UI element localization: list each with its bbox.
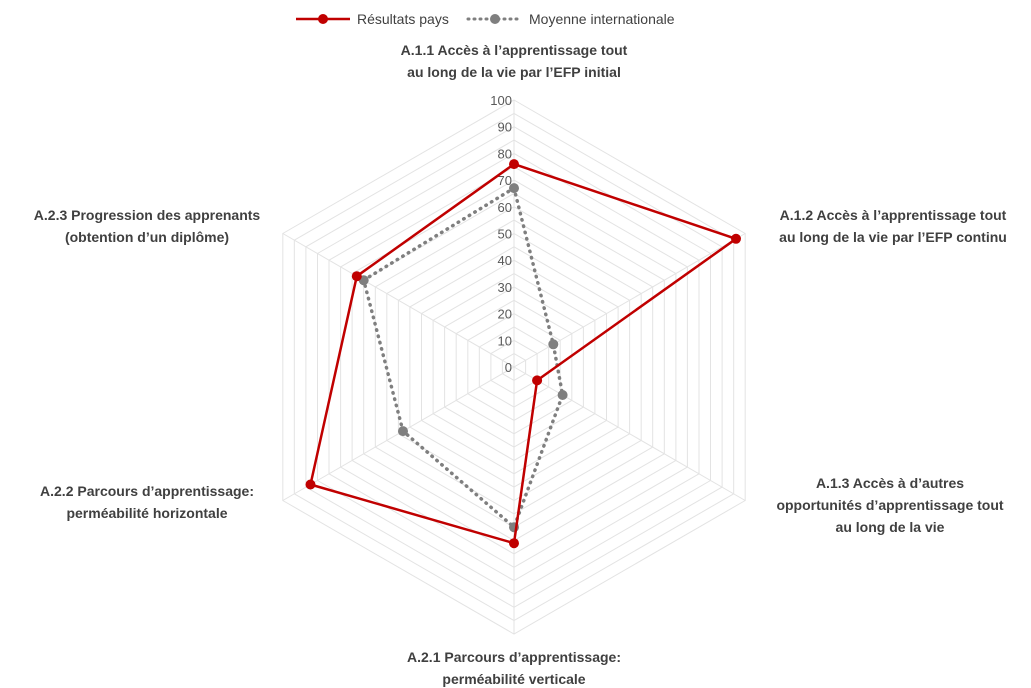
data-point	[509, 159, 519, 170]
legend-marker-moyenne-internationale	[490, 14, 500, 24]
series-solid	[305, 159, 741, 549]
tick-label: 40	[498, 253, 512, 268]
data-point	[509, 538, 519, 549]
legend-label-moyenne-internationale: Moyenne internationale	[529, 11, 675, 27]
tick-label: 10	[498, 333, 512, 348]
legend-marker-resultats-pays	[318, 14, 328, 24]
data-point	[305, 479, 316, 490]
tick-label: 70	[498, 173, 512, 188]
tick-label: 30	[498, 280, 512, 295]
grid-spoke	[513, 366, 746, 501]
category-label: A.2.2 Parcours d’apprentissage: perméabil…	[40, 483, 254, 521]
tick-label: 20	[498, 307, 512, 322]
tick-label: 0	[505, 360, 512, 375]
tick-label: 60	[498, 200, 512, 215]
grid-spoke	[282, 233, 515, 368]
data-point	[532, 375, 543, 386]
tick-label: 50	[498, 227, 512, 242]
tick-label: 100	[490, 93, 512, 108]
radial-tick-labels: 0 10 20 30 40 50 60 70 80 90 100	[490, 93, 512, 375]
category-label: A.2.1 Parcours d’apprentissage: perméabil…	[407, 649, 621, 687]
series-dotted	[358, 183, 568, 533]
legend: Résultats pays Moyenne internationale	[296, 11, 675, 27]
data-point	[548, 339, 559, 350]
legend-item-moyenne-internationale: Moyenne internationale	[466, 11, 675, 27]
series-layer	[305, 159, 741, 549]
data-point	[398, 426, 408, 437]
category-labels: A.1.1 Accès à l’apprentissage tout au lon…	[34, 42, 1007, 687]
tick-label: 90	[498, 120, 512, 135]
category-label: A.1.2 Accès à l’apprentissage tout au lon…	[779, 207, 1007, 245]
tick-label: 80	[498, 146, 512, 161]
category-label: A.1.3 Accès à d’autres opportunités d’app…	[776, 475, 1003, 535]
legend-item-resultats-pays: Résultats pays	[296, 11, 449, 27]
series-line	[361, 185, 565, 531]
data-point	[351, 271, 362, 282]
category-label: A.1.1 Accès à l’apprentissage tout au lon…	[401, 42, 628, 80]
data-point	[509, 183, 519, 194]
legend-label-resultats-pays: Résultats pays	[357, 11, 449, 27]
grid-spoke	[282, 366, 515, 501]
radar-grid	[282, 99, 746, 635]
data-point	[557, 390, 568, 400]
data-point	[731, 233, 741, 244]
category-label: A.2.3 Progression des apprenants (obtenti…	[34, 207, 261, 245]
